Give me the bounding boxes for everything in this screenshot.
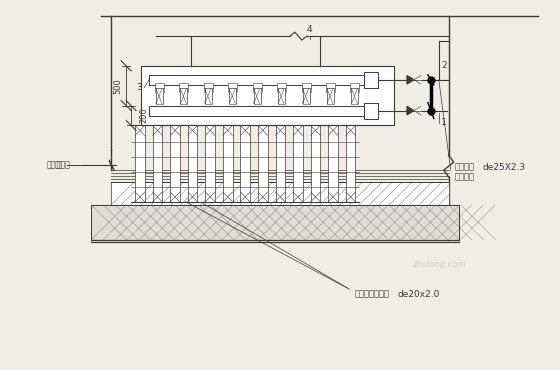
Bar [179, 83, 188, 88]
Bar [352, 88, 358, 104]
Bar [180, 87, 188, 102]
Text: 供回水管: 供回水管 [455, 163, 475, 172]
Bar [302, 83, 310, 88]
Bar [293, 125, 303, 202]
Text: 3: 3 [136, 83, 142, 92]
Bar [156, 87, 163, 102]
Polygon shape [414, 75, 421, 84]
Polygon shape [407, 75, 414, 84]
Bar [204, 83, 213, 88]
Bar [278, 87, 285, 102]
Bar [302, 87, 310, 102]
Bar [155, 87, 164, 92]
Text: zhulong.com: zhulong.com [412, 260, 465, 269]
Bar [228, 87, 237, 92]
Bar [205, 88, 212, 104]
Bar [156, 88, 163, 104]
Text: 1: 1 [441, 118, 447, 127]
Bar [326, 87, 335, 92]
Bar [240, 125, 250, 202]
Bar [326, 83, 335, 88]
Bar [311, 125, 320, 202]
Bar [170, 125, 180, 202]
Polygon shape [414, 107, 421, 115]
Text: 房间线: 房间线 [57, 161, 71, 170]
Bar [351, 83, 360, 88]
Bar [229, 88, 236, 104]
Bar [135, 125, 144, 202]
Bar [179, 87, 188, 92]
Bar [365, 72, 378, 88]
Bar [351, 87, 360, 92]
Bar [204, 87, 213, 92]
Bar [223, 125, 232, 202]
Bar [188, 125, 198, 202]
Bar [205, 87, 212, 102]
Bar [327, 87, 334, 102]
Bar [149, 75, 365, 85]
Bar [365, 102, 378, 118]
Bar [276, 125, 285, 202]
Bar [229, 87, 236, 102]
Bar [327, 88, 334, 104]
Text: 2: 2 [441, 61, 446, 70]
Text: 4: 4 [307, 25, 312, 34]
Bar [180, 88, 188, 104]
Text: 房间线: 房间线 [47, 161, 60, 170]
Bar [277, 87, 286, 92]
Polygon shape [407, 107, 414, 115]
Text: 200: 200 [139, 108, 148, 124]
Text: 抛壁挂炉: 抛壁挂炉 [455, 172, 475, 182]
Bar [352, 87, 358, 102]
Bar [253, 83, 262, 88]
Bar [149, 105, 365, 115]
Bar [277, 83, 286, 88]
Bar [141, 66, 394, 125]
Text: 地暖辐射加热管: 地暖辐射加热管 [354, 290, 389, 299]
Bar [346, 125, 356, 202]
Bar [91, 205, 459, 240]
Bar [155, 83, 164, 88]
Bar [278, 88, 285, 104]
Bar [302, 88, 310, 104]
Bar [206, 125, 215, 202]
Bar [111, 182, 449, 205]
Bar [228, 83, 237, 88]
Bar [254, 88, 260, 104]
Text: 500: 500 [114, 78, 123, 94]
Bar [254, 87, 260, 102]
Bar [302, 87, 310, 92]
Bar [328, 125, 338, 202]
Bar [253, 87, 262, 92]
Text: de25X2.3: de25X2.3 [483, 163, 526, 172]
Bar [258, 125, 268, 202]
Text: de20x2.0: de20x2.0 [397, 290, 440, 299]
Bar [153, 125, 162, 202]
